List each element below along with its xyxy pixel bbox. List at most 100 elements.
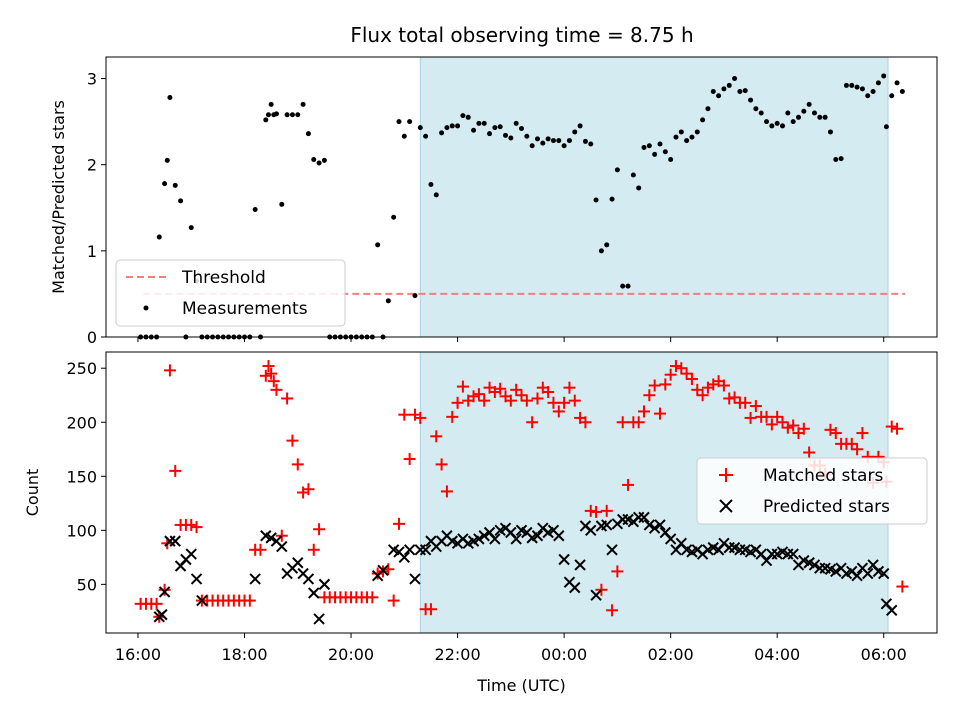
measurement-point [609,196,615,202]
measurement-point [822,114,828,120]
matched-star-point [430,430,443,443]
matched-star-point [584,504,597,517]
matched-star-point [302,483,315,496]
predicted-star-point [510,533,522,545]
matched-star-point [424,603,437,616]
measurement-point [620,283,626,289]
predicted-star-point [398,551,411,564]
measurement-point [305,131,311,137]
measurement-point [870,88,876,94]
predicted-star-point [409,573,421,585]
matched-star-point [590,505,603,518]
x-tick-label: 06:00 [861,645,907,664]
predicted-star-point [886,604,898,617]
measurement-point [471,127,477,133]
matched-star-point [451,396,464,409]
bottom-y-axis-label: Count [23,469,42,517]
measurement-point [636,185,642,191]
measurement-point [566,138,572,144]
predicted-star-point [318,578,331,591]
measurement-point [263,117,269,123]
matched-star-point [856,427,869,440]
legend-matched-swatch [719,468,733,482]
matched-star-point [616,416,629,429]
measurement-point [827,129,833,135]
measurement-point [455,123,461,129]
top-axes-frame [105,56,938,338]
bottom-x-ticks: 16:00 18:00 20:00 22:00 00:00 02:00 04:00 06:00 [115,633,907,664]
matched-star-point [366,591,379,604]
measurement-point [534,136,540,142]
measurement-point [487,131,493,137]
matched-star-point [654,407,666,420]
measurement-point [545,136,551,142]
measurement-point [401,133,407,139]
measurement-point [460,113,466,119]
measurement-point [833,157,839,163]
measurement-point [439,130,445,136]
predicted-star-point [276,540,288,553]
measurement-point [753,106,759,112]
measurement-point [519,126,524,132]
x-tick-label: 16:00 [115,645,161,664]
predicted-star-point [249,573,261,585]
matched-star-point [440,485,453,498]
matched-star-point [313,523,326,536]
measurement-point [625,283,631,289]
measurement-point [604,242,610,248]
bottom-y-tick-label: 50 [77,575,97,594]
predicted-star-point [574,559,586,571]
measurement-point [417,125,423,131]
measurement-point [465,114,471,120]
matched-star-point [600,504,613,517]
matched-star-point [643,389,656,402]
bottom-y-tick-label: 100 [66,521,97,540]
measurement-point [172,182,178,188]
predicted-star-point [638,511,650,524]
matched-star-point [371,567,384,580]
matched-star-point [669,360,682,373]
predicted-star-point [292,557,304,569]
top-y-axis-label: Matched/Predicted stars [49,100,68,294]
predicted-star-point [308,587,320,599]
measurement-point [428,182,434,188]
matched-star-point [595,583,608,596]
matched-star-point [275,529,288,542]
matched-star-point [771,410,784,423]
measurement-point [268,101,274,107]
measurement-point [556,138,562,144]
predicted-star-point [169,535,181,547]
x-tick-label: 20:00 [328,645,374,664]
matched-star-point [781,421,794,434]
predicted-star-point [830,565,842,578]
matched-star-point [531,392,544,405]
measurement-point [694,129,700,135]
matched-star-point [696,389,709,402]
predicted-star-point [606,544,618,556]
predicted-star-point [590,589,602,601]
predicted-star-point [862,567,874,580]
measurement-point [289,112,295,118]
measurement-point [582,138,588,144]
matched-star-point [265,367,278,380]
matched-star-point [680,367,693,380]
matched-star-point [691,383,704,396]
legend-predicted-swatch [719,499,733,513]
legend-measurements-label: Measurements [182,299,308,319]
measurement-point [284,112,290,118]
measurement-point [300,101,306,107]
predicted-star-point [158,586,171,598]
measurement-point [476,120,482,126]
measurement-point [894,80,900,86]
measurement-point [321,157,327,163]
bottom-y-tick-label: 150 [66,467,97,486]
measurement-point [279,201,285,207]
measurement-point [721,86,727,92]
predicted-star-point [478,530,490,542]
predicted-star-point [643,519,656,531]
measurement-point [875,80,881,86]
x-axis-label: Time (UTC) [476,676,565,695]
matched-star-point [622,478,635,491]
measurement-point [407,119,413,125]
measurement-point [780,123,786,129]
